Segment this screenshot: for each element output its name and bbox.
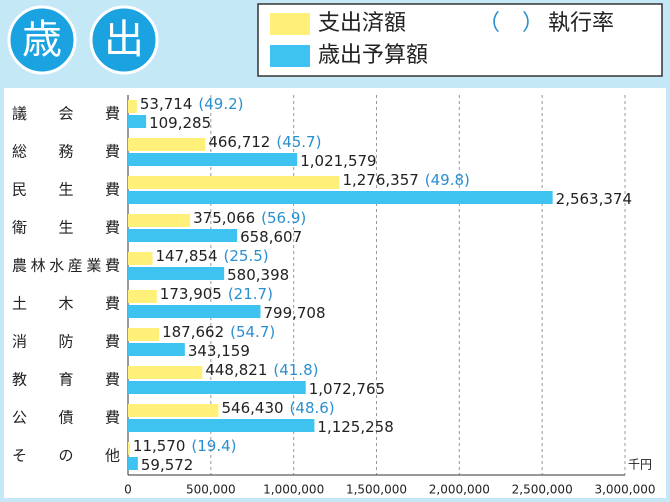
bar	[128, 229, 238, 242]
bar	[128, 442, 130, 455]
bar	[128, 290, 157, 303]
value-label: 59,572	[141, 456, 194, 474]
rate-label: (41.8)	[273, 361, 318, 379]
bar	[128, 305, 261, 318]
legend-marker: （ ）	[478, 11, 544, 36]
bar	[128, 138, 206, 151]
value-label: 343,159	[188, 342, 250, 360]
rate-label: (49.8)	[425, 171, 470, 189]
x-tick-label: 2,000,000	[429, 483, 490, 497]
rate-label: (56.9)	[261, 209, 306, 227]
legend-swatch	[270, 13, 310, 35]
value-label: 580,398	[227, 266, 289, 284]
bar	[128, 115, 147, 128]
value-label: 1,276,357	[342, 171, 418, 189]
value-label: 466,712	[208, 133, 270, 151]
bar	[128, 267, 225, 280]
chart-title: 歳	[22, 17, 62, 63]
legend-box	[257, 3, 663, 77]
value-label: 109,285	[149, 114, 211, 132]
value-label: 546,430	[222, 399, 284, 417]
title-circle	[89, 5, 159, 75]
rate-label: (54.7)	[230, 323, 275, 341]
legend-swatch	[270, 45, 310, 67]
value-label: 658,607	[240, 228, 302, 246]
value-label: 11,570	[133, 437, 186, 455]
bar	[128, 191, 553, 204]
value-label: 1,072,765	[309, 380, 385, 398]
rate-label: (19.4)	[191, 437, 236, 455]
value-label: 173,905	[160, 285, 222, 303]
bar	[128, 100, 137, 113]
value-label: 187,662	[162, 323, 224, 341]
rate-label: (25.5)	[224, 247, 269, 265]
unit-label: 千円	[628, 458, 652, 472]
bar	[128, 328, 160, 341]
bar	[128, 419, 315, 432]
value-label: 375,066	[193, 209, 255, 227]
legend-label: 支出済額	[318, 11, 406, 36]
x-tick-label: 3,000,000	[594, 483, 655, 497]
bar	[128, 381, 306, 394]
legend-label: 執行率	[548, 11, 614, 36]
panel	[4, 88, 666, 498]
rate-label: (45.7)	[276, 133, 321, 151]
bar	[128, 404, 219, 417]
value-label: 1,125,258	[317, 418, 393, 436]
bar	[128, 366, 203, 379]
rate-label: (49.2)	[198, 95, 243, 113]
bar	[128, 457, 138, 470]
value-label: 147,854	[155, 247, 217, 265]
value-label: 1,021,579	[300, 152, 376, 170]
x-tick-label: 0	[124, 483, 132, 497]
bar	[128, 176, 340, 189]
bar	[128, 252, 153, 265]
rate-label: (21.7)	[228, 285, 273, 303]
value-label: 53,714	[140, 95, 193, 113]
bar	[128, 343, 185, 356]
rate-label: (48.6)	[290, 399, 335, 417]
value-label: 2,563,374	[556, 190, 632, 208]
bar	[128, 153, 298, 166]
bar	[128, 214, 191, 227]
x-tick-label: 1,000,000	[263, 483, 324, 497]
title-circle	[7, 5, 77, 75]
chart-title: 出	[104, 17, 144, 63]
value-label: 799,708	[263, 304, 325, 322]
x-tick-label: 500,000	[186, 483, 236, 497]
x-tick-label: 1,500,000	[346, 483, 407, 497]
legend-label: 歳出予算額	[318, 43, 428, 68]
value-label: 448,821	[205, 361, 267, 379]
x-tick-label: 2,500,000	[512, 483, 573, 497]
